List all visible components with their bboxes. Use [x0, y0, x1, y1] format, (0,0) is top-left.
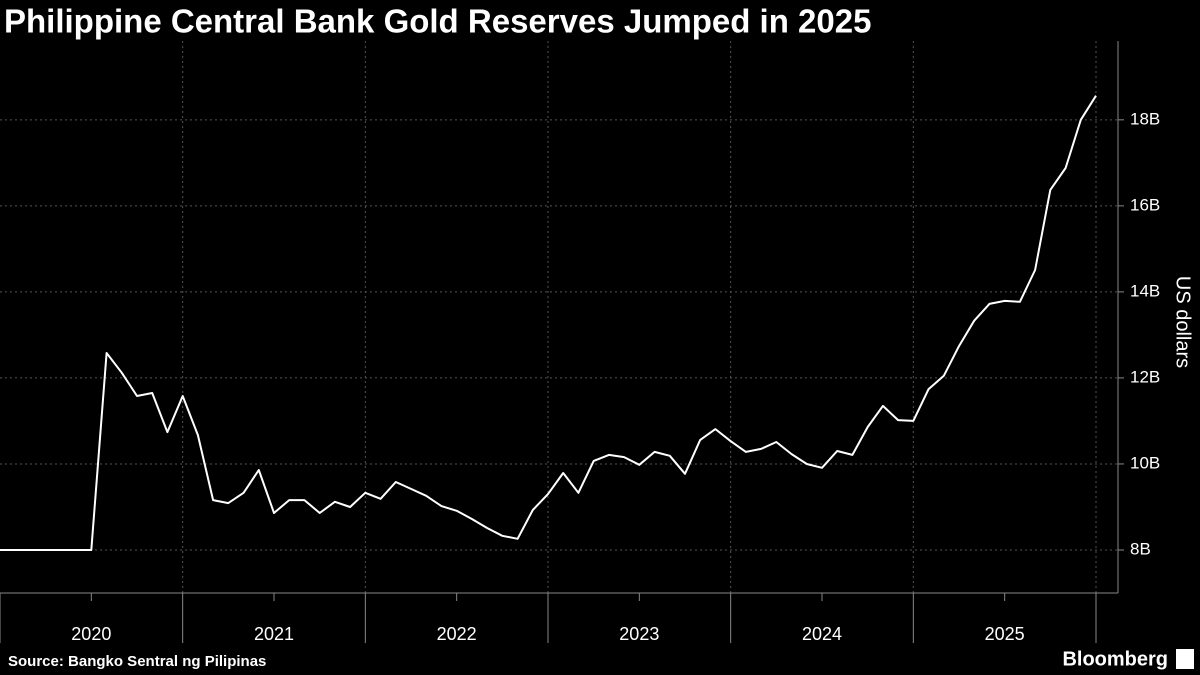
y-tick-label: 10B [1130, 453, 1160, 472]
x-tick-label: 2022 [437, 624, 477, 644]
x-tick-label: 2023 [619, 624, 659, 644]
line [0, 95, 1097, 551]
y-tick-label: 12B [1130, 367, 1160, 386]
y-tick-label: 18B [1130, 109, 1160, 128]
brand: Bloomberg [1062, 648, 1168, 670]
source: Source: Bangko Sentral ng Pilipinas [8, 653, 266, 670]
y-axis-label: US dollars [1172, 276, 1194, 368]
x-tick-label: 2020 [71, 624, 111, 644]
x-tick-label: 2024 [802, 624, 842, 644]
y-tick-label: 8B [1130, 539, 1151, 558]
y-tick-label: 14B [1130, 281, 1160, 300]
brand-icon [1176, 649, 1194, 669]
chart-title: Philippine Central Bank Gold Reserves Ju… [4, 3, 871, 40]
x-tick-label: 2021 [254, 624, 294, 644]
y-tick-label: 16B [1130, 195, 1160, 214]
x-tick-label: 2025 [985, 624, 1025, 644]
